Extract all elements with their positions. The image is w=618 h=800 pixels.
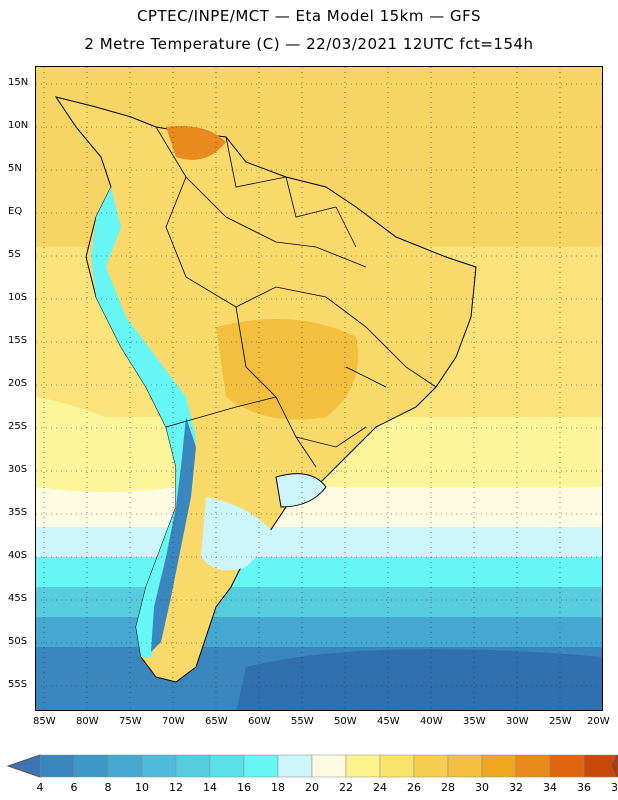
- lat-label: 45S: [8, 593, 28, 604]
- lat-label: 30S: [8, 464, 28, 475]
- variable-title: 2 Metre Temperature (C) — 22/03/2021 12U…: [84, 35, 534, 53]
- colorbar-label: 22: [339, 781, 353, 794]
- lat-label: 50S: [8, 636, 28, 647]
- colorbar-cell: [447, 754, 483, 778]
- colorbar-label: 32: [509, 781, 523, 794]
- ocean-band-14: [36, 587, 602, 617]
- lat-label: 25S: [8, 421, 28, 432]
- colorbar: [6, 754, 618, 778]
- colorbar-label: 10: [135, 781, 149, 794]
- lat-label: EQ: [8, 206, 23, 217]
- lon-label: 40W: [420, 716, 443, 727]
- andes-cold-core: [151, 417, 196, 652]
- country-borders: [155, 126, 437, 468]
- colorbar-label: 12: [169, 781, 183, 794]
- colorbar-label: 38: [611, 781, 618, 794]
- lon-label: 55W: [291, 716, 314, 727]
- lat-label: 5S: [8, 249, 21, 260]
- lon-label: 75W: [119, 716, 142, 727]
- colorbar-label: 4: [36, 781, 44, 794]
- warm-region-interior: [216, 319, 358, 420]
- lon-label: 30W: [506, 716, 529, 727]
- ocean-band-16: [36, 557, 602, 587]
- colorbar-label: 26: [407, 781, 421, 794]
- colorbar-label: 34: [543, 781, 557, 794]
- lon-label: 20W: [587, 716, 610, 727]
- colorbar-label: 16: [237, 781, 251, 794]
- ocean-band-12: [36, 617, 602, 647]
- lon-label: 45W: [377, 716, 400, 727]
- colorbar-label: 36: [577, 781, 591, 794]
- lat-label: 15S: [8, 335, 28, 346]
- colorbar-label: 28: [441, 781, 455, 794]
- colorbar-cell: [73, 754, 109, 778]
- colorbar-label: 8: [104, 781, 112, 794]
- lon-label: 70W: [162, 716, 185, 727]
- colorbar-cell: [481, 754, 517, 778]
- lon-label: 25W: [549, 716, 572, 727]
- colorbar-cell: [107, 754, 143, 778]
- colorbar-cell: [413, 754, 449, 778]
- ocean-band-20: [36, 527, 602, 557]
- colorbar-cell: [243, 754, 279, 778]
- colorbar-label: 30: [475, 781, 489, 794]
- colorbar-cell: [583, 754, 618, 778]
- colorbar-cell: [345, 754, 381, 778]
- colorbar-cell: [277, 754, 313, 778]
- lat-label: 15N: [8, 77, 29, 88]
- colorbar-label: 20: [305, 781, 319, 794]
- colorbar-high-arrow: [611, 754, 618, 778]
- ocean-band-6: [236, 649, 602, 710]
- lon-label: 50W: [334, 716, 357, 727]
- lat-label: 35S: [8, 507, 28, 518]
- lat-label: 10S: [8, 292, 28, 303]
- colorbar-cell: [141, 754, 177, 778]
- colorbar-cell: [311, 754, 347, 778]
- lon-label: 85W: [33, 716, 56, 727]
- warm-region-venezuela: [166, 126, 226, 160]
- patagonia-cool: [201, 497, 276, 571]
- lon-label: 60W: [248, 716, 271, 727]
- colorbar-cell: [379, 754, 415, 778]
- lat-label: 55S: [8, 679, 28, 690]
- uruguay-cool: [275, 473, 327, 508]
- lat-label: 5N: [8, 163, 22, 174]
- model-title: CPTEC/INPE/MCT — Eta Model 15km — GFS: [136, 7, 482, 25]
- lat-label: 20S: [8, 378, 28, 389]
- colorbar-label: 18: [271, 781, 285, 794]
- colorbar-label: 24: [373, 781, 387, 794]
- colorbar-cell: [209, 754, 245, 778]
- lon-label: 65W: [205, 716, 228, 727]
- lat-label: 10N: [8, 120, 29, 131]
- colorbar-cell: [175, 754, 211, 778]
- pacific-cool-tongue: [36, 397, 176, 492]
- colorbar-cell: [39, 754, 75, 778]
- colorbar-cell: [515, 754, 551, 778]
- lon-label: 80W: [76, 716, 99, 727]
- lat-label: 40S: [8, 550, 28, 561]
- colorbar-cell: [549, 754, 585, 778]
- colorbar-label: 14: [203, 781, 217, 794]
- lon-label: 35W: [463, 716, 486, 727]
- temperature-map: [35, 66, 603, 711]
- colorbar-label: 6: [70, 781, 78, 794]
- colorbar-low-arrow: [6, 754, 41, 778]
